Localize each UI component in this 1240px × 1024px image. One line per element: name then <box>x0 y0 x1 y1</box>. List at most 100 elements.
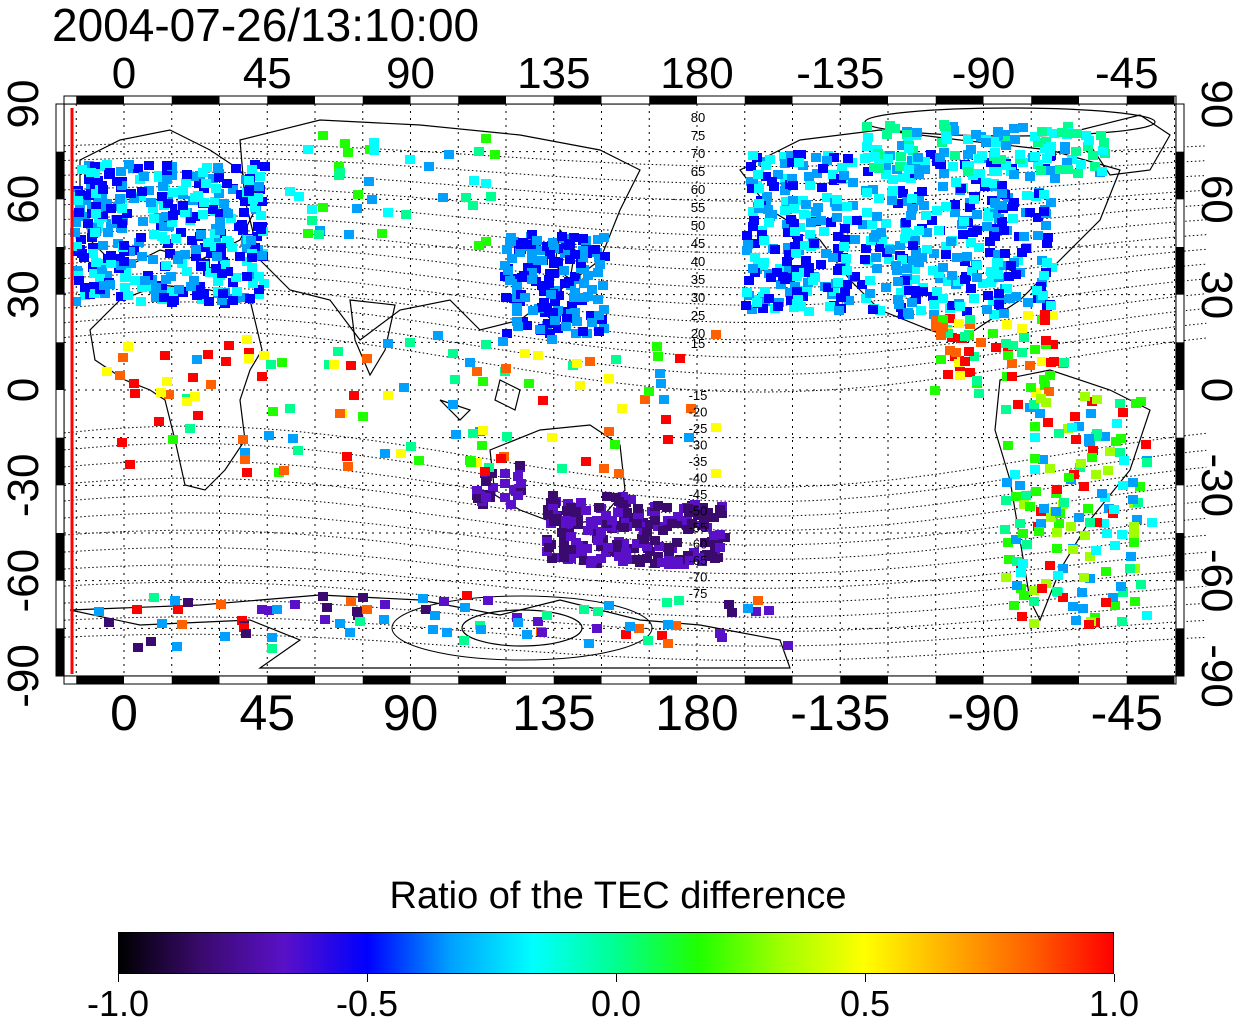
tec-cell <box>424 162 434 171</box>
tec-cell <box>507 254 517 263</box>
tec-cell <box>318 131 328 140</box>
tec-cell <box>1092 518 1102 527</box>
tec-cell <box>1017 348 1027 357</box>
tec-cell <box>1009 601 1019 610</box>
top-lon-label: 45 <box>243 49 292 98</box>
tec-cell <box>148 255 158 264</box>
tec-cell <box>813 203 823 212</box>
tec-cell <box>928 292 938 301</box>
tec-cell <box>773 170 783 179</box>
tec-cell <box>358 412 368 421</box>
tec-cell <box>161 212 171 221</box>
tec-cell <box>259 351 269 360</box>
tec-cell <box>1006 261 1016 270</box>
tec-cell <box>683 504 693 513</box>
tec-cell <box>481 179 491 188</box>
tec-cell <box>116 292 126 301</box>
tec-cell <box>997 181 1007 190</box>
tec-cell <box>513 491 523 500</box>
tec-cell <box>160 351 170 360</box>
tec-cell <box>950 200 960 209</box>
mlat-contour <box>60 633 1207 661</box>
tec-cell <box>577 547 587 556</box>
tec-cell <box>527 268 537 277</box>
tec-cell <box>763 205 773 214</box>
tec-cell <box>240 455 250 464</box>
tec-cell <box>613 508 623 517</box>
tec-cell <box>817 183 827 192</box>
tec-cell <box>543 510 553 519</box>
tec-cell <box>294 192 304 201</box>
tec-cell <box>1077 588 1087 597</box>
axis-bar-segment <box>56 247 64 295</box>
tec-cell <box>1033 213 1043 222</box>
tec-cell <box>832 195 842 204</box>
tec-cell <box>267 644 277 653</box>
tec-cell <box>781 197 791 206</box>
tec-cell <box>900 276 910 285</box>
colorbar-tick-label: -1.0 <box>86 983 150 1024</box>
tec-cell <box>559 307 569 316</box>
colorbar <box>118 932 1114 974</box>
tec-cell <box>204 297 214 306</box>
tec-cell <box>587 285 597 294</box>
axis-bar-segment <box>1176 342 1184 390</box>
tec-cell <box>981 138 991 147</box>
tec-cell <box>481 340 491 349</box>
mlat-contour <box>60 171 1207 202</box>
tec-cell <box>1038 291 1048 300</box>
tec-cell <box>972 210 982 219</box>
axis-bar-segment <box>362 96 411 104</box>
tec-cell <box>405 338 415 347</box>
tec-cell <box>1086 409 1096 418</box>
tec-cell <box>742 288 752 297</box>
tec-cell <box>285 187 295 196</box>
tec-cell <box>80 283 90 292</box>
tec-cell <box>954 319 964 328</box>
tec-cell <box>865 276 875 285</box>
tec-cell <box>1049 129 1059 138</box>
tec-cell <box>821 249 831 258</box>
tec-cell <box>997 217 1007 226</box>
tec-cell <box>1012 581 1022 590</box>
tec-cell <box>766 273 776 282</box>
axis-bar-segment <box>458 96 506 104</box>
tec-cell <box>570 250 580 259</box>
tec-cell <box>791 249 801 258</box>
tec-cell <box>241 629 251 638</box>
tec-cell <box>1030 433 1040 442</box>
tec-cell <box>352 204 362 213</box>
tec-cell <box>442 628 452 637</box>
tec-cell <box>190 392 200 401</box>
tec-cell <box>1067 423 1077 432</box>
left-lat-label: 0 <box>0 378 48 402</box>
tec-cell <box>146 637 156 646</box>
tec-cell <box>199 184 209 193</box>
tec-cell <box>974 389 984 398</box>
tec-cell <box>343 148 353 157</box>
tec-cell <box>528 306 538 315</box>
tec-cell <box>548 238 558 247</box>
tec-cell <box>907 194 917 203</box>
tec-cell <box>162 161 172 170</box>
tec-cell <box>71 297 81 306</box>
tec-cell <box>553 324 563 333</box>
tec-cell <box>1074 422 1084 431</box>
tec-cell <box>621 518 631 527</box>
tec-cell <box>1080 392 1090 401</box>
tec-cell <box>1022 540 1032 549</box>
tec-cell <box>780 174 790 183</box>
tec-cell <box>335 619 345 628</box>
tec-cell <box>522 630 532 639</box>
tec-cell <box>996 155 1006 164</box>
tec-cell <box>380 449 390 458</box>
tec-cell <box>1035 409 1045 418</box>
tec-cell <box>874 194 884 203</box>
tec-cell <box>277 358 287 367</box>
tec-cell <box>1052 485 1062 494</box>
tec-cell <box>742 246 752 255</box>
tec-cell <box>472 486 482 495</box>
tec-cell <box>571 538 581 547</box>
tec-cell <box>693 511 703 520</box>
tec-cell <box>862 208 872 217</box>
